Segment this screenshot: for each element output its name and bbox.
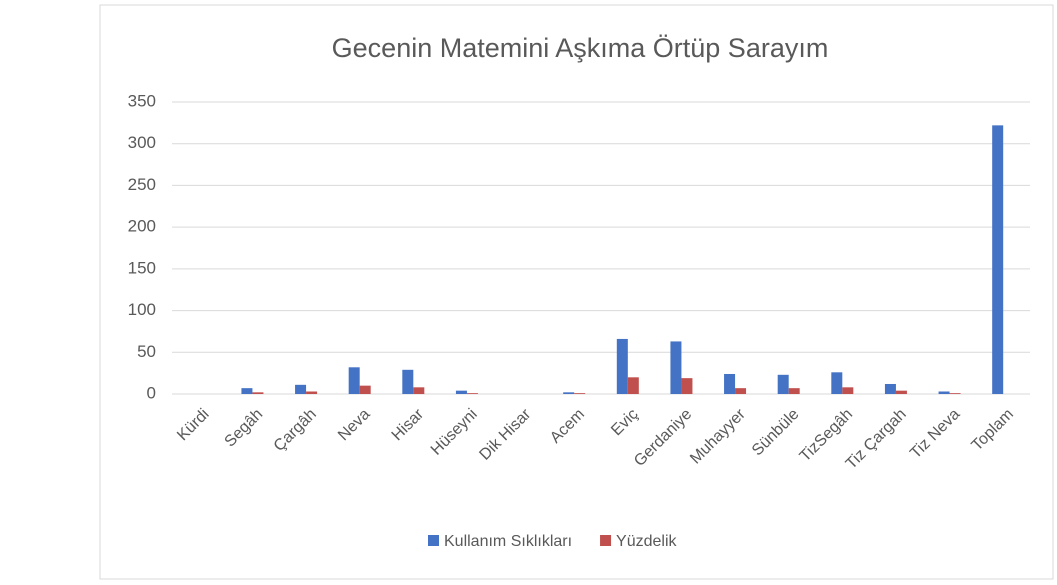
bar xyxy=(670,341,682,394)
bar xyxy=(348,367,360,394)
chart-frame xyxy=(99,4,1054,580)
bar xyxy=(842,387,854,394)
bar xyxy=(616,338,628,394)
bar xyxy=(895,390,907,394)
y-tick-label: 100 xyxy=(128,300,156,319)
bar xyxy=(788,388,800,394)
bar xyxy=(777,374,789,394)
bar xyxy=(938,391,950,394)
bar xyxy=(466,393,478,394)
legend-label: Kullanım Sıklıkları xyxy=(444,533,572,550)
bar xyxy=(252,392,264,394)
legend-swatch xyxy=(428,535,439,546)
bar xyxy=(831,372,843,394)
bar xyxy=(413,387,425,394)
bar xyxy=(884,383,896,394)
legend-label: Yüzdelik xyxy=(616,533,677,550)
bar xyxy=(681,378,693,394)
legend-swatch xyxy=(600,535,612,546)
bar xyxy=(306,391,318,394)
bar xyxy=(241,388,253,394)
bar xyxy=(359,385,371,394)
bar xyxy=(295,384,307,394)
bar xyxy=(949,393,961,394)
y-tick-label: 250 xyxy=(128,175,156,194)
chart-title: Gecenin Matemini Aşkıma Örtüp Sarayım xyxy=(332,33,829,63)
bar xyxy=(455,390,467,394)
y-tick-label: 50 xyxy=(137,342,156,361)
y-tick-label: 350 xyxy=(128,91,156,110)
bar xyxy=(402,369,414,394)
bar xyxy=(563,392,575,394)
y-tick-label: 0 xyxy=(147,383,156,402)
bar xyxy=(992,125,1004,395)
bar xyxy=(724,373,736,394)
bar xyxy=(627,377,639,394)
y-tick-label: 150 xyxy=(128,258,156,277)
y-tick-label: 300 xyxy=(128,133,156,152)
bar xyxy=(574,393,586,394)
y-tick-label: 200 xyxy=(128,217,156,236)
bar xyxy=(735,388,747,394)
